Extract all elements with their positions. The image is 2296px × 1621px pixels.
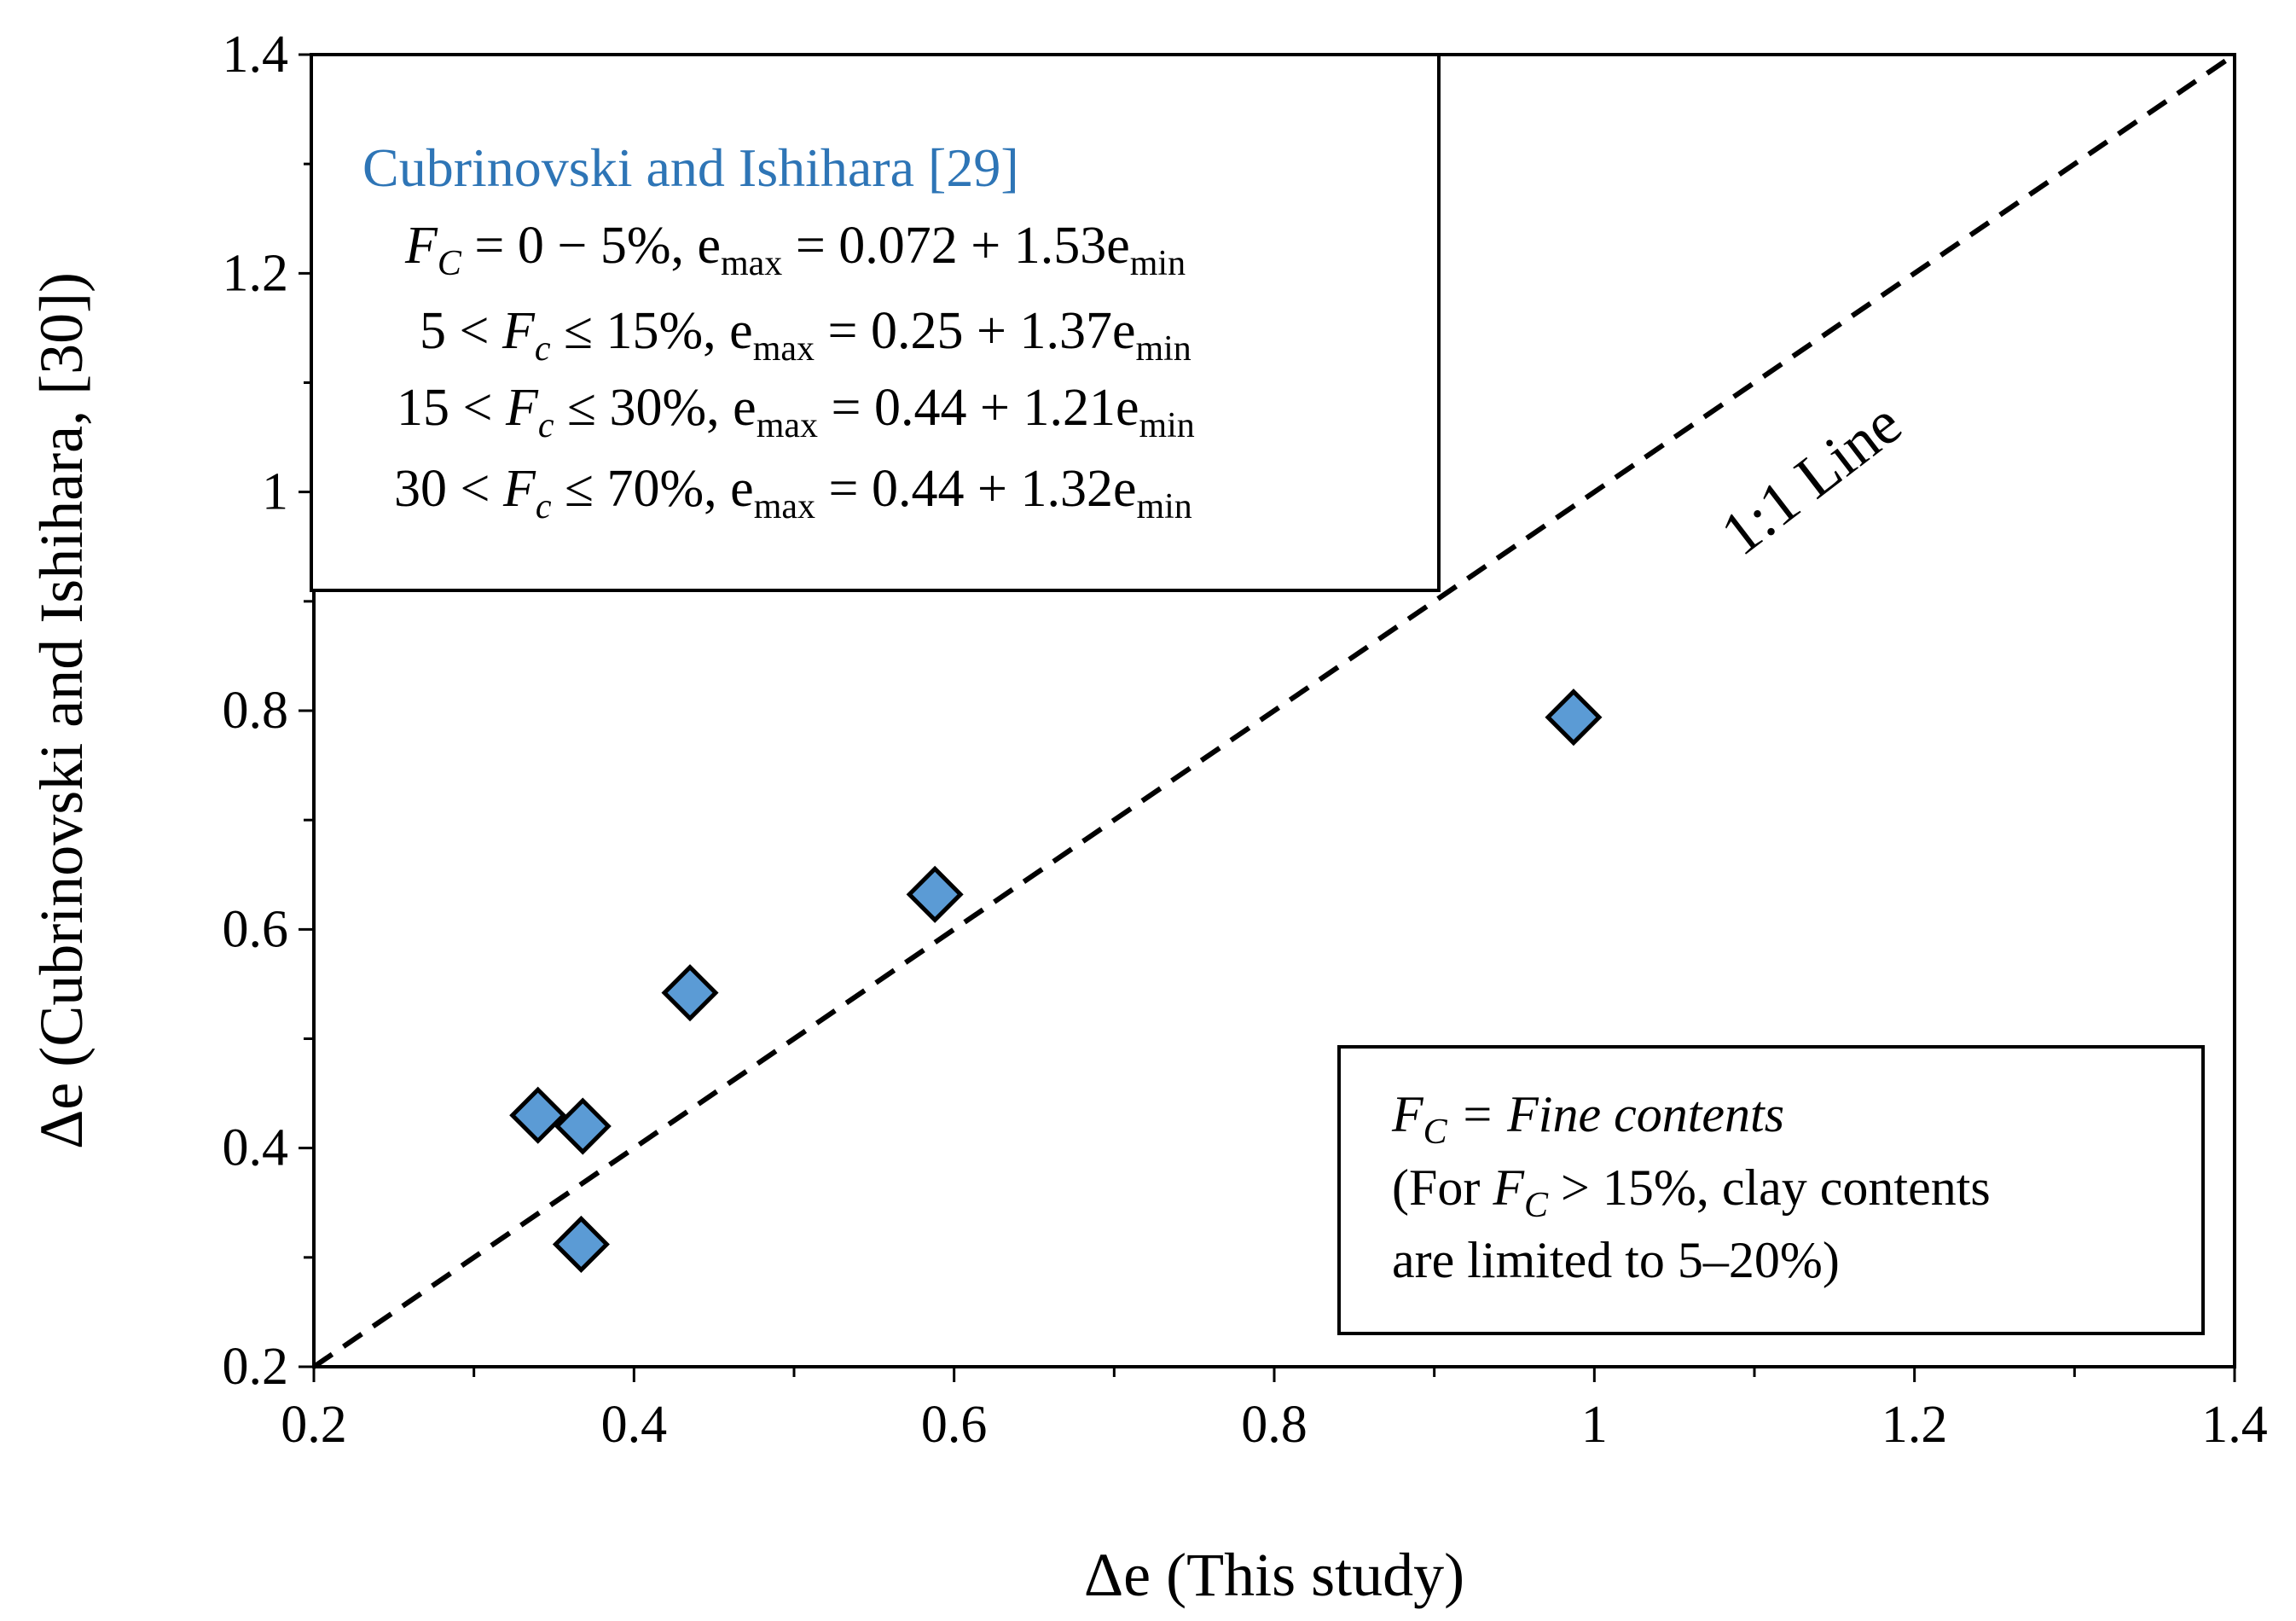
equation-3-min-sub: min — [1139, 406, 1194, 445]
equation-4: 30 < Fc ≤ 70%, emax = 0.44 + 1.32emin — [394, 460, 1192, 526]
note-line-1: FC = Fine contents — [1391, 1086, 1784, 1152]
x-tick-label: 1 — [1581, 1396, 1608, 1454]
x-tick-label: 0.8 — [1241, 1396, 1307, 1454]
equation-4-f: F — [502, 460, 536, 518]
y-tick-label: 0.4 — [223, 1119, 289, 1177]
y-tick-label: 1.2 — [223, 244, 289, 302]
note-line-1-rest: = Fine contents — [1447, 1086, 1784, 1142]
data-point-diamond — [1545, 688, 1603, 747]
equation-4-prefix: 30 < — [394, 460, 503, 518]
y-tick-label: 0.6 — [223, 900, 289, 958]
equation-4-max-sub: max — [754, 487, 815, 526]
equation-2-rhs: = 0.25 + 1.37e — [815, 302, 1135, 360]
note-box-frame — [1337, 1045, 2205, 1335]
reference-line-label: 1:1 Line — [1708, 389, 1914, 569]
x-tick-label: 1.2 — [1881, 1396, 1948, 1454]
data-point-diamond — [906, 865, 964, 923]
y-tick-label: 1 — [262, 463, 288, 521]
note-line-1-f: F — [1391, 1086, 1424, 1142]
note-line-2-f: F — [1492, 1159, 1525, 1216]
x-tick-label: 0.2 — [281, 1396, 347, 1454]
x-tick-label: 0.6 — [921, 1396, 988, 1454]
data-point-diamond — [554, 1097, 612, 1155]
data-point-diamond — [509, 1086, 567, 1144]
equation-2-min-sub: min — [1135, 329, 1191, 369]
equation-1-max-sub: max — [721, 244, 782, 283]
equation-2-f: F — [502, 302, 536, 360]
equation-3-rhs: = 0.44 + 1.21e — [818, 379, 1139, 437]
equation-2-max-sub: max — [753, 329, 815, 369]
legend-box-frame — [310, 53, 1441, 592]
equation-3-max-sub: max — [757, 406, 818, 445]
equation-4-rhs: = 0.44 + 1.32e — [815, 460, 1136, 518]
equation-3: 15 < Fc ≤ 30%, emax = 0.44 + 1.21emin — [397, 379, 1195, 445]
equation-2-prefix: 5 < — [420, 302, 502, 360]
x-tick-label: 1.4 — [2201, 1396, 2268, 1454]
equation-3-f: F — [505, 379, 539, 437]
note-line-2: (For FC > 15%, clay contents — [1392, 1159, 1991, 1225]
equation-2-f-sub: c — [535, 329, 551, 369]
y-tick-label: 0.2 — [223, 1338, 289, 1396]
x-tick-label: 0.4 — [601, 1396, 668, 1454]
equation-1-range: = 0 − 5%, e — [461, 217, 721, 275]
equation-1-min-sub: min — [1130, 244, 1186, 283]
equation-2: 5 < Fc ≤ 15%, emax = 0.25 + 1.37emin — [420, 302, 1191, 369]
equation-1-f: F — [404, 217, 438, 275]
y-axis-title: Δe (Cubrinovski and Ishihara, [30]) — [27, 272, 96, 1149]
legend-title: Cubrinovski and Ishihara [29] — [362, 137, 1019, 198]
note-line-3: are limited to 5–20%) — [1392, 1232, 1840, 1288]
note-line-2-sub: C — [1524, 1186, 1549, 1225]
data-layer — [312, 52, 2236, 1369]
data-point-diamond — [552, 1215, 610, 1273]
equation-3-prefix: 15 < — [397, 379, 506, 437]
equation-2-range: ≤ 15%, e — [551, 302, 753, 360]
equation-3-f-sub: c — [538, 406, 554, 445]
equation-4-range: ≤ 70%, e — [552, 460, 754, 518]
equation-4-min-sub: min — [1136, 487, 1191, 526]
equation-1-rhs: = 0.072 + 1.53e — [782, 217, 1129, 275]
x-axis-title: Δe (This study) — [1084, 1541, 1464, 1609]
equation-1-f-sub: C — [438, 244, 462, 283]
note-line-2-end: > 15%, clay contents — [1548, 1159, 1991, 1216]
reference-line-1to1 — [312, 52, 2236, 1369]
equation-1: FC = 0 − 5%, emax = 0.072 + 1.53emin — [404, 217, 1186, 283]
note-line-2-start: (For — [1392, 1159, 1493, 1216]
axes-layer: 0.2 0.4 0.6 0.8 1 1.2 1.4 0.2 0.4 0.6 0.8 1 1.2 1.4 Δe… — [27, 26, 2268, 1609]
note-line-1-sub: C — [1423, 1113, 1448, 1152]
data-point-diamond — [661, 964, 719, 1022]
y-tick-label: 0.8 — [223, 682, 289, 740]
equation-4-f-sub: c — [536, 487, 552, 526]
equation-3-range: ≤ 30%, e — [554, 379, 757, 437]
y-tick-label: 1.4 — [223, 26, 289, 84]
note-box: FC = Fine contents (For FC > 15%, clay c… — [1337, 1045, 2205, 1335]
legend-box: Cubrinovski and Ishihara [29] FC = 0 − 5… — [310, 53, 1441, 592]
